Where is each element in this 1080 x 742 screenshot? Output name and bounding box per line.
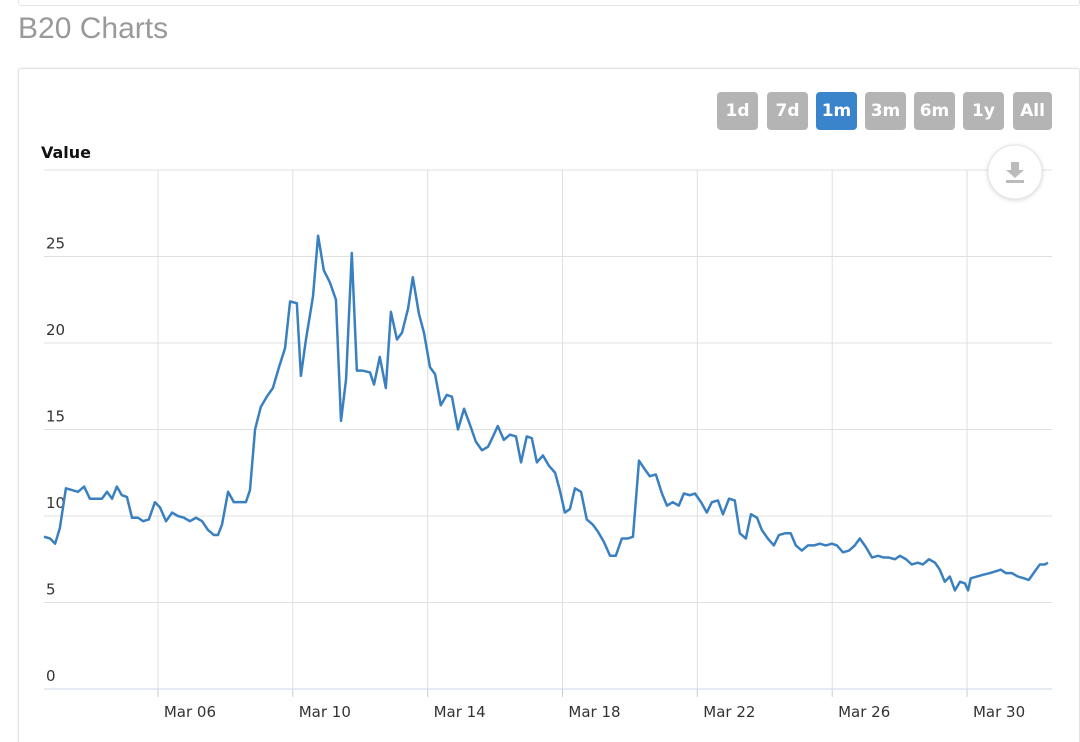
x-tick-label: Mar 30 [973, 703, 1025, 721]
y-tick-label: 10 [46, 494, 65, 512]
x-tick-label: Mar 06 [164, 703, 216, 721]
x-tick-label: Mar 10 [299, 703, 351, 721]
y-tick-label: 5 [46, 581, 56, 599]
y-tick-label: 20 [46, 321, 65, 339]
download-icon [1006, 162, 1024, 178]
y-tick-label: 15 [46, 408, 65, 426]
data-line [43, 234, 1049, 592]
x-tick-label: Mar 26 [838, 703, 890, 721]
y-axis-label: Value [41, 143, 91, 162]
x-tick-label: Mar 18 [568, 703, 620, 721]
y-tick-label: 25 [46, 235, 65, 253]
range-button[interactable]: All [1013, 92, 1052, 130]
download-button[interactable] [987, 144, 1043, 200]
page-title: B20 Charts [18, 12, 169, 45]
y-tick-label: 0 [46, 667, 56, 685]
range-button[interactable]: 7d [767, 92, 808, 130]
range-button[interactable]: 1d [717, 92, 758, 130]
x-tick-label: Mar 22 [703, 703, 755, 721]
range-button[interactable]: 3m [865, 92, 906, 130]
range-button[interactable]: 6m [914, 92, 955, 130]
range-button[interactable]: 1m [816, 92, 857, 130]
grid [44, 169, 1052, 689]
range-button[interactable]: 1y [963, 92, 1004, 130]
download-icon-base [1006, 180, 1024, 183]
x-tick-label: Mar 14 [434, 703, 486, 721]
